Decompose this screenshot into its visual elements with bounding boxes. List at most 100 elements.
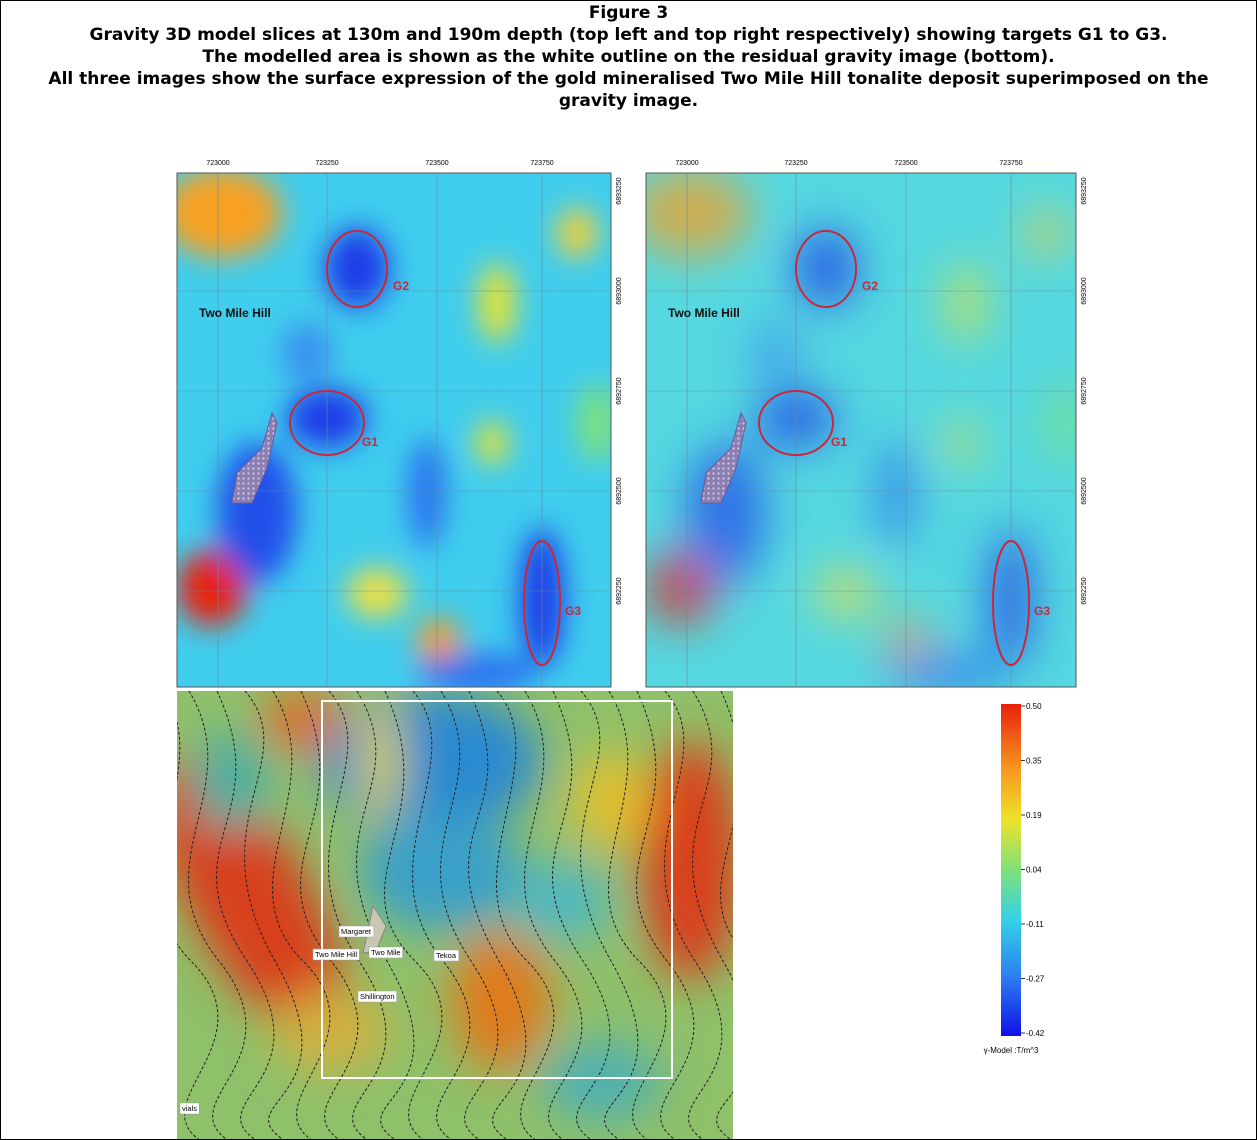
colorbar-label: 0.19 [1026,811,1042,820]
colorbar-label: -0.42 [1026,1029,1045,1038]
anomaly [816,568,876,618]
map-anomalies [177,691,733,1121]
contour [636,691,695,1139]
contour [608,691,667,1139]
map-label: Margaret [341,927,372,936]
map-anomaly [191,731,271,831]
y-label: 6893000 [616,277,623,304]
x-label: 723750 [530,160,553,167]
gravity-slice [646,173,1076,687]
contour [244,691,303,1139]
residual-map [177,691,806,1139]
y-label: 6892750 [616,377,623,404]
map-anomaly [451,931,551,1071]
contour [328,691,387,1139]
colorbar-label: 0.50 [1026,702,1042,711]
target-label: G2 [862,279,878,293]
map-anomaly [271,991,391,1071]
y-label: 6892250 [616,577,623,604]
colorbar-title: γ-Model :T/m^3 [984,1046,1039,1055]
map-label-box [312,948,360,961]
map-label-box [357,990,397,1003]
y-label: 6892500 [1081,477,1088,504]
slice-frame [645,172,1077,688]
x-label: 723500 [425,160,448,167]
map-label: Tekoa [436,951,457,960]
caption-line: Gravity 3D model slices at 130m and 190m… [89,25,1168,45]
map-label: Two Mile Hill [315,950,357,959]
contour [749,691,806,1139]
x-label: 723000 [206,160,229,167]
x-label: 723000 [675,160,698,167]
anomaly [646,550,716,626]
contour [216,691,275,1139]
y-label: 6892250 [1081,577,1088,604]
anomaly [479,263,515,343]
y-label: 6893000 [1081,277,1088,304]
map-label: vials [182,1104,197,1113]
map-label-box [368,946,403,959]
x-label: 723250 [315,160,338,167]
target-outline [795,230,857,308]
contour [580,691,639,1139]
caption-line: gravity image. [558,91,699,111]
anomaly [945,421,977,465]
caption-line: All three images show the surface expres… [48,69,1209,89]
contour [272,691,331,1139]
map-anomaly [541,1041,661,1121]
colorbar-label: -0.11 [1026,920,1044,929]
anomaly [878,438,914,548]
deposit [231,411,278,504]
anomaly [409,438,445,548]
contour [496,691,555,1139]
anomaly [476,421,508,465]
contour [440,691,499,1139]
anomaly [177,173,282,258]
anomaly [794,228,858,308]
contour [692,691,733,1139]
anomaly [1046,383,1076,463]
figure-label: Figure 3 [588,3,669,23]
anomaly [948,263,984,343]
anomaly [325,228,389,308]
anomaly [557,208,597,258]
target-label: G2 [393,279,409,293]
contour [524,691,583,1139]
map-anomaly [321,691,541,831]
target-outline [523,540,561,666]
colorbar [1001,704,1021,1036]
target-outline [326,230,388,308]
contour [177,721,219,1139]
x-label: 723250 [784,160,807,167]
anomaly [1026,208,1066,258]
map-label: Two Mile [371,948,401,957]
map-label: Shillington [360,992,395,1001]
colorbar-label: 0.04 [1026,866,1042,875]
anomaly [282,323,332,383]
contour [188,691,247,1139]
caption-line: The modelled area is shown as the white … [202,47,1055,67]
target-outline [289,390,365,456]
map-anomaly [571,751,651,851]
map-anomaly [511,861,611,941]
target-label: G3 [1034,604,1050,618]
target-label: G3 [565,604,581,618]
anomaly [417,653,537,687]
colorbar-label: 0.35 [1026,757,1042,766]
model-outline [321,700,673,1079]
gravity-slice [177,173,611,687]
anomaly [886,653,1006,687]
map-anomaly [177,759,347,1043]
deposit-label: Two Mile Hill [668,306,740,320]
y-label: 6893250 [616,177,623,204]
contour [300,691,359,1139]
y-label: 6892500 [616,477,623,504]
contour [384,691,443,1139]
contour [356,691,415,1139]
map-anomaly [641,741,733,981]
map-label-box [433,949,460,962]
map-label-box [179,1102,200,1115]
anomaly [577,383,611,463]
